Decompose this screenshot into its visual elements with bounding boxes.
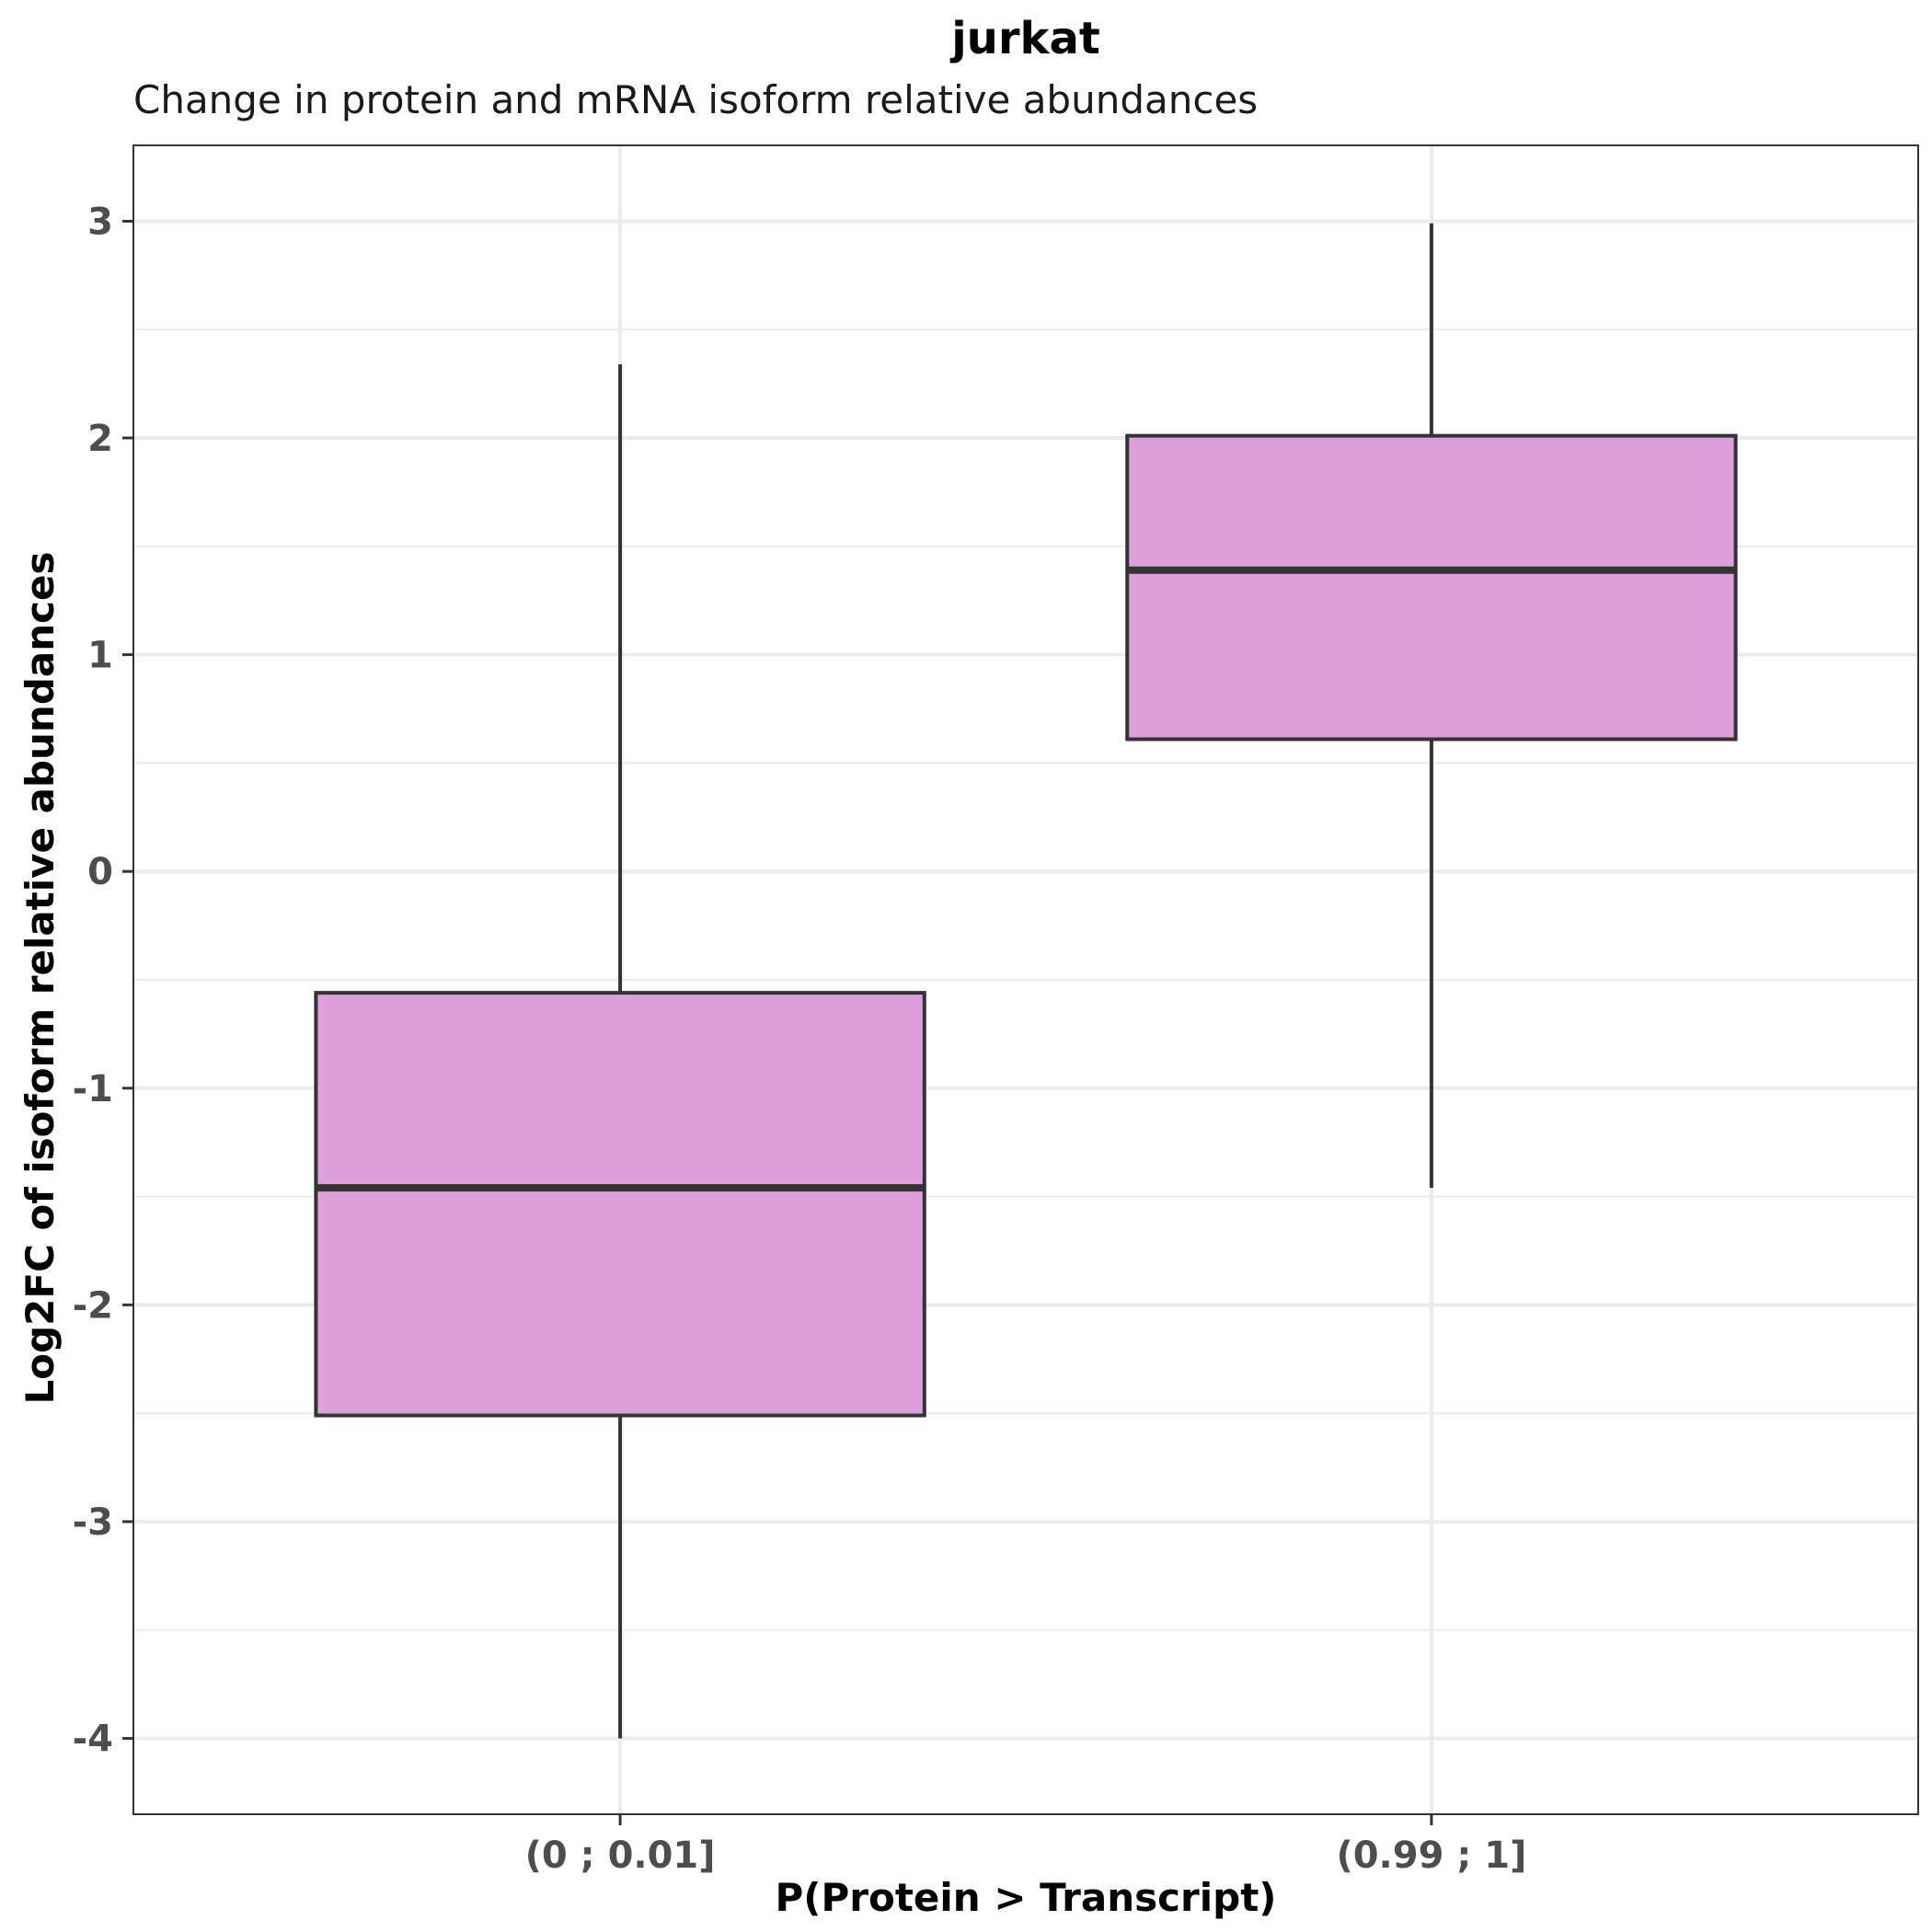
- y-axis: 3 2 1 0 -1 -2 -3 -4: [73, 201, 133, 1761]
- grid-lines: [133, 145, 1918, 1814]
- x-tick-label: (0.99 ; 1]: [1336, 1834, 1526, 1877]
- box-iqr: [314, 991, 926, 1418]
- y-tick-label: 2: [87, 418, 113, 460]
- whiskers: [618, 223, 1433, 1739]
- y-tick-label: -4: [73, 1719, 113, 1761]
- plot-panel-border: [132, 144, 1919, 1815]
- y-tick-label: 1: [87, 635, 113, 677]
- box-iqr: [1125, 433, 1738, 742]
- y-tick-label: -3: [73, 1501, 113, 1544]
- y-axis-title: Log2FC of isoform relative abundances: [17, 551, 63, 1404]
- chart-subtitle: Change in protein and mRNA isoform relat…: [133, 77, 1258, 122]
- x-tick-label: (0 ; 0.01]: [525, 1834, 716, 1877]
- boxes: [314, 433, 1738, 1418]
- y-tick-label: -2: [73, 1284, 113, 1327]
- y-tick-label: 3: [87, 201, 113, 243]
- y-tick-label: -1: [73, 1068, 113, 1110]
- chart-title: jurkat: [949, 13, 1100, 64]
- y-tick-label: 0: [87, 851, 113, 893]
- x-axis-title: P(Protein > Transcript): [776, 1875, 1277, 1920]
- x-axis: (0 ; 0.01] (0.99 ; 1]: [525, 1814, 1526, 1877]
